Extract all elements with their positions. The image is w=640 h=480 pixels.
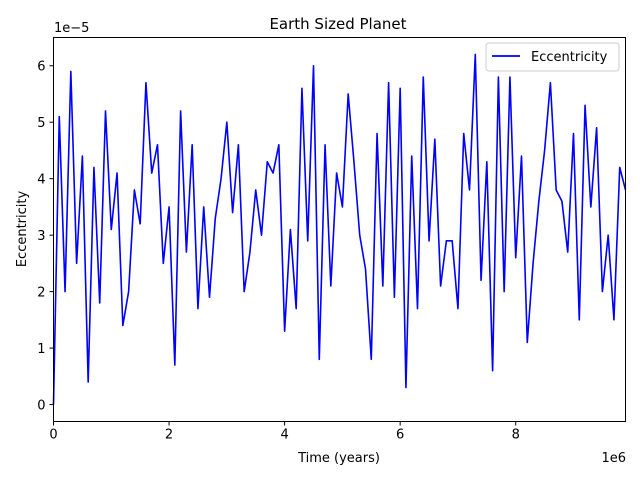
plot-frame bbox=[53, 37, 626, 422]
y-tick-label: 2 bbox=[37, 286, 45, 301]
y-axis-title: Eccentricity bbox=[15, 191, 30, 268]
x-tick-label: 2 bbox=[165, 428, 173, 443]
y-tick-label: 6 bbox=[37, 60, 45, 75]
y-tick-label: 4 bbox=[37, 173, 45, 188]
legend-label: Eccentricity bbox=[531, 50, 608, 65]
ticks-layer: 0 2 4 6 8 0 1 2 3 4 5 6 bbox=[37, 60, 520, 443]
series-line-eccentricity bbox=[52, 53, 627, 405]
legend-box bbox=[485, 42, 620, 72]
x-axis-title: Time (years) bbox=[297, 451, 380, 466]
x-tick-label: 6 bbox=[396, 428, 404, 443]
y-scale-label: 1e−5 bbox=[54, 21, 89, 36]
y-tick-label: 0 bbox=[37, 399, 45, 414]
chart-title: Earth Sized Planet bbox=[269, 15, 406, 33]
x-tick-label: 8 bbox=[512, 428, 520, 443]
y-tick-label: 3 bbox=[37, 229, 45, 244]
y-tick-label: 5 bbox=[37, 116, 45, 131]
x-tick-label: 4 bbox=[280, 428, 288, 443]
x-scale-label: 1e6 bbox=[601, 451, 626, 466]
y-tick-label: 1 bbox=[37, 342, 45, 357]
series-layer bbox=[52, 53, 627, 405]
legend: Eccentricity bbox=[485, 42, 620, 72]
x-tick-label: 0 bbox=[49, 428, 57, 443]
